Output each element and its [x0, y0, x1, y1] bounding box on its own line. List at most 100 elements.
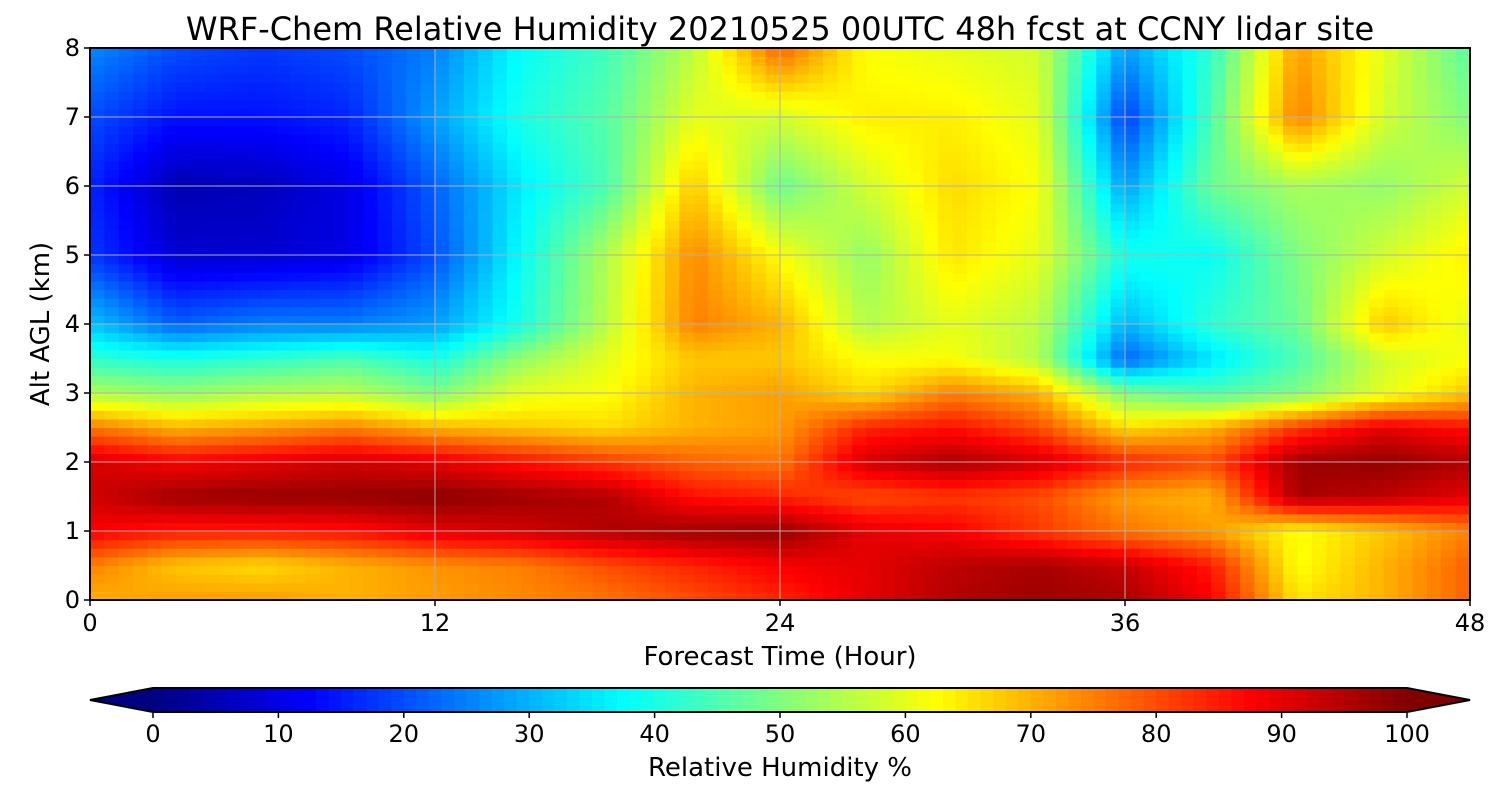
heatmap-cell [1010, 574, 1025, 584]
heatmap-cell [679, 324, 695, 334]
heatmap-cell [1441, 315, 1457, 325]
heatmap-cell [1441, 556, 1457, 567]
heatmap-cell [1283, 229, 1299, 239]
heatmap-cell [1096, 194, 1112, 204]
heatmap-cell [1081, 487, 1097, 498]
heatmap-cell [176, 436, 192, 446]
heatmap-cell [650, 246, 666, 256]
heatmap-cell [262, 263, 278, 273]
heatmap-cell [133, 539, 149, 549]
heatmap-cell [1426, 574, 1442, 584]
heatmap-cell [291, 160, 307, 170]
heatmap-cell [1053, 332, 1069, 342]
heatmap-cell [1369, 384, 1385, 394]
heatmap-cell [1340, 556, 1356, 567]
heatmap-cell [248, 453, 264, 463]
heatmap-cell [578, 229, 594, 239]
heatmap-cell [851, 168, 867, 178]
heatmap-cell [377, 427, 393, 437]
heatmap-cell [1398, 462, 1414, 472]
heatmap-cell [808, 160, 824, 170]
heatmap-cell [1340, 306, 1356, 316]
heatmap-cell [1355, 582, 1370, 592]
heatmap-cell [219, 462, 235, 472]
heatmap-cell [161, 358, 177, 368]
heatmap-cell [851, 186, 867, 196]
heatmap-cell [578, 255, 594, 265]
heatmap-cell [205, 255, 220, 265]
heatmap-cell [1196, 556, 1212, 567]
heatmap-cell [133, 306, 149, 316]
heatmap-cell [1297, 211, 1313, 222]
heatmap-cell [593, 556, 609, 567]
heatmap-cell [679, 168, 695, 178]
heatmap-cell [1153, 203, 1169, 213]
heatmap-cell [492, 496, 508, 506]
heatmap-cell [1441, 255, 1457, 265]
heatmap-cell [578, 418, 594, 429]
heatmap-cell [952, 263, 968, 273]
heatmap-cell [406, 565, 422, 575]
heatmap-cell [1153, 479, 1169, 489]
heatmap-cell [233, 582, 249, 592]
heatmap-cell [1010, 315, 1025, 325]
heatmap-cell [1139, 436, 1155, 446]
heatmap-cell [593, 479, 609, 489]
heatmap-cell [1196, 591, 1212, 600]
heatmap-cell [233, 539, 249, 549]
heatmap-cell [607, 401, 623, 411]
heatmap-cell [1283, 255, 1299, 265]
heatmap-cell [492, 531, 508, 541]
heatmap-cell [823, 246, 839, 256]
heatmap-cell [176, 522, 192, 532]
heatmap-cell [823, 505, 839, 515]
heatmap-cell [161, 496, 177, 506]
heatmap-cell [564, 306, 580, 316]
heatmap-cell [291, 505, 307, 515]
heatmap-cell [1355, 410, 1370, 420]
heatmap-cell [1412, 194, 1428, 204]
heatmap-cell [736, 177, 752, 187]
heatmap-cell [1311, 263, 1327, 273]
heatmap-cell [665, 496, 680, 506]
heatmap-cell [880, 298, 896, 308]
heatmap-cell [952, 220, 968, 230]
heatmap-cell [1311, 565, 1327, 575]
heatmap-cell [506, 194, 522, 204]
heatmap-cell [1225, 384, 1241, 394]
heatmap-cell [506, 418, 522, 429]
heatmap-cell [1211, 211, 1227, 222]
heatmap-cell [1326, 418, 1342, 429]
heatmap-cell [1455, 168, 1470, 178]
heatmap-cell [1125, 341, 1140, 351]
heatmap-cell [794, 332, 810, 342]
heatmap-cell [621, 186, 637, 196]
heatmap-cell [607, 272, 623, 282]
heatmap-cell [1081, 470, 1097, 480]
heatmap-cell [851, 237, 867, 247]
heatmap-cell [521, 375, 537, 385]
heatmap-cell [851, 427, 867, 437]
heatmap-cell [765, 410, 781, 420]
heatmap-cell [449, 496, 465, 506]
heatmap-cell [104, 142, 120, 153]
heatmap-cell [1024, 220, 1040, 230]
heatmap-cell [535, 332, 551, 342]
heatmap-cell [636, 289, 652, 299]
heatmap-cell [190, 237, 206, 247]
heatmap-cell [161, 298, 177, 308]
heatmap-cell [1283, 410, 1299, 420]
heatmap-cell [564, 427, 580, 437]
heatmap-cell [1398, 306, 1414, 316]
heatmap-cell [334, 263, 350, 273]
heatmap-cell [104, 513, 120, 523]
heatmap-cell [521, 298, 537, 308]
heatmap-cell [650, 548, 666, 558]
heatmap-cell [1081, 177, 1097, 187]
heatmap-cell [1067, 341, 1083, 351]
heatmap-cell [363, 393, 379, 403]
heatmap-cell [1340, 211, 1356, 222]
heatmap-cell [1340, 548, 1356, 558]
heatmap-cell [923, 341, 939, 351]
heatmap-cell [449, 349, 465, 360]
